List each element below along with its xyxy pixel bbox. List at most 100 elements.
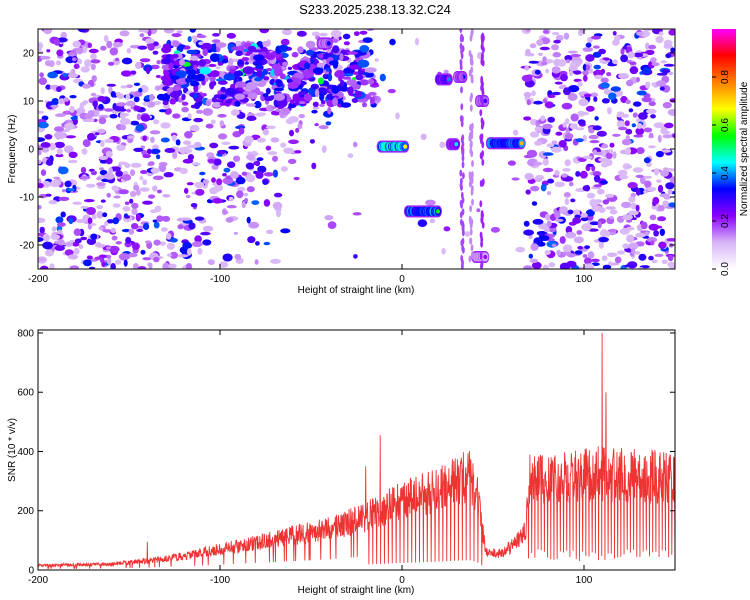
heatmap-cell — [580, 217, 589, 222]
heatmap-cell — [115, 170, 123, 177]
heatmap-cell — [567, 209, 574, 215]
heatmap-cell — [247, 45, 257, 53]
heatmap-cell — [570, 55, 581, 63]
heatmap-cell — [78, 244, 84, 250]
heatmap-cell — [142, 101, 150, 106]
heatmap-cell — [541, 61, 548, 66]
heatmap-cell — [661, 69, 671, 74]
heatmap-cell — [140, 249, 146, 255]
heatmap-cell — [62, 242, 74, 246]
y-tick-label: 20 — [23, 49, 35, 60]
heatmap-cell — [153, 221, 160, 229]
heatmap-cell — [115, 259, 122, 265]
heatmap-cell — [565, 59, 571, 64]
snr-panel: -200 -100 0 100 0 200 400 600 800 Height of str… — [7, 328, 676, 596]
heatmap-cell — [653, 230, 659, 237]
heatmap-cell — [106, 219, 114, 224]
heatmap-cell — [468, 69, 472, 77]
heatmap-cell — [142, 154, 151, 159]
heatmap-cell — [622, 46, 628, 50]
heatmap-cell — [90, 59, 101, 64]
heatmap-cell — [342, 33, 351, 40]
heatmap-cell — [199, 171, 206, 176]
heatmap-cell — [600, 82, 610, 89]
heatmap-cell — [38, 205, 42, 210]
heatmap-cell — [664, 122, 674, 129]
heatmap-cell — [181, 93, 186, 101]
heatmap-cell — [569, 123, 578, 130]
heatmap-cell — [194, 235, 202, 243]
heatmap-cell — [280, 166, 288, 172]
y-tick-label: 0 — [28, 566, 34, 577]
heatmap-cell — [359, 30, 368, 35]
heatmap-cell — [244, 197, 249, 203]
heatmap-cell — [273, 192, 283, 198]
heatmap-cell — [318, 125, 329, 130]
heatmap-cell — [327, 221, 337, 230]
heatmap-cell — [38, 42, 44, 50]
heatmap-cell — [523, 265, 533, 269]
heatmap-cell — [102, 212, 108, 218]
heatmap-cell — [633, 52, 644, 58]
heatmap-cell — [68, 151, 78, 158]
heatmap-cell — [162, 100, 169, 106]
heatmap-cell — [143, 222, 150, 231]
heatmap-cell — [119, 112, 126, 119]
heatmap-cell — [272, 201, 283, 210]
heatmap-cell — [152, 185, 158, 192]
heatmap-cell — [539, 235, 550, 242]
heatmap-cell — [254, 259, 259, 265]
heatmap-cell — [557, 59, 567, 67]
heatmap-cell — [582, 70, 589, 76]
heatmap-cell — [150, 167, 160, 174]
heatmap-cell — [90, 53, 97, 61]
heatmap-cell — [314, 123, 319, 127]
heatmap-cell — [469, 218, 473, 226]
heatmap-cell — [364, 67, 377, 73]
heatmap-cell — [483, 254, 488, 260]
heatmap-cell — [429, 218, 436, 224]
heatmap-cell — [660, 60, 668, 64]
heatmap-cell — [262, 40, 271, 47]
heatmap-cell — [332, 97, 339, 107]
heatmap-cell — [56, 147, 63, 155]
heatmap-cell — [164, 148, 176, 153]
heatmap-cell — [44, 249, 54, 257]
heatmap-cell — [311, 162, 317, 170]
heatmap-cell — [109, 47, 119, 56]
heatmap-cell — [626, 164, 632, 169]
heatmap-cell — [42, 233, 50, 242]
heatmap-cell — [150, 148, 161, 154]
heatmap-cell — [582, 47, 594, 52]
heatmap-cell — [145, 240, 152, 244]
heatmap-cell — [230, 109, 240, 116]
heatmap-cell — [669, 98, 675, 103]
heatmap-cell — [317, 77, 324, 85]
heatmap-cell — [227, 161, 236, 168]
heatmap-cell — [193, 117, 204, 123]
heatmap-cell — [194, 102, 201, 110]
heatmap-cell — [272, 169, 278, 178]
heatmap-cell — [651, 82, 656, 87]
heatmap-cell — [288, 102, 297, 109]
heatmap-cell — [287, 81, 299, 89]
heatmap-cell — [289, 99, 295, 105]
heatmap-cell — [38, 257, 46, 262]
heatmap-cell — [199, 67, 212, 75]
heatmap-cell — [554, 170, 560, 176]
heatmap-cell — [129, 190, 137, 197]
heatmap-cell — [368, 91, 377, 96]
heatmap-cell — [612, 59, 619, 65]
heatmap-cell — [72, 40, 81, 48]
heatmap-cell — [115, 57, 120, 62]
heatmap-cell — [464, 231, 471, 237]
snr-y-axis-label: SNR (10 * v/v) — [7, 418, 18, 482]
heatmap-cell — [165, 233, 172, 240]
heatmap-cell — [45, 84, 52, 90]
heatmap-cell — [110, 227, 116, 234]
heatmap-cell — [177, 224, 184, 230]
heatmap-cell — [98, 117, 107, 125]
heatmap-cell — [97, 128, 106, 134]
heatmap-cell — [135, 213, 141, 222]
